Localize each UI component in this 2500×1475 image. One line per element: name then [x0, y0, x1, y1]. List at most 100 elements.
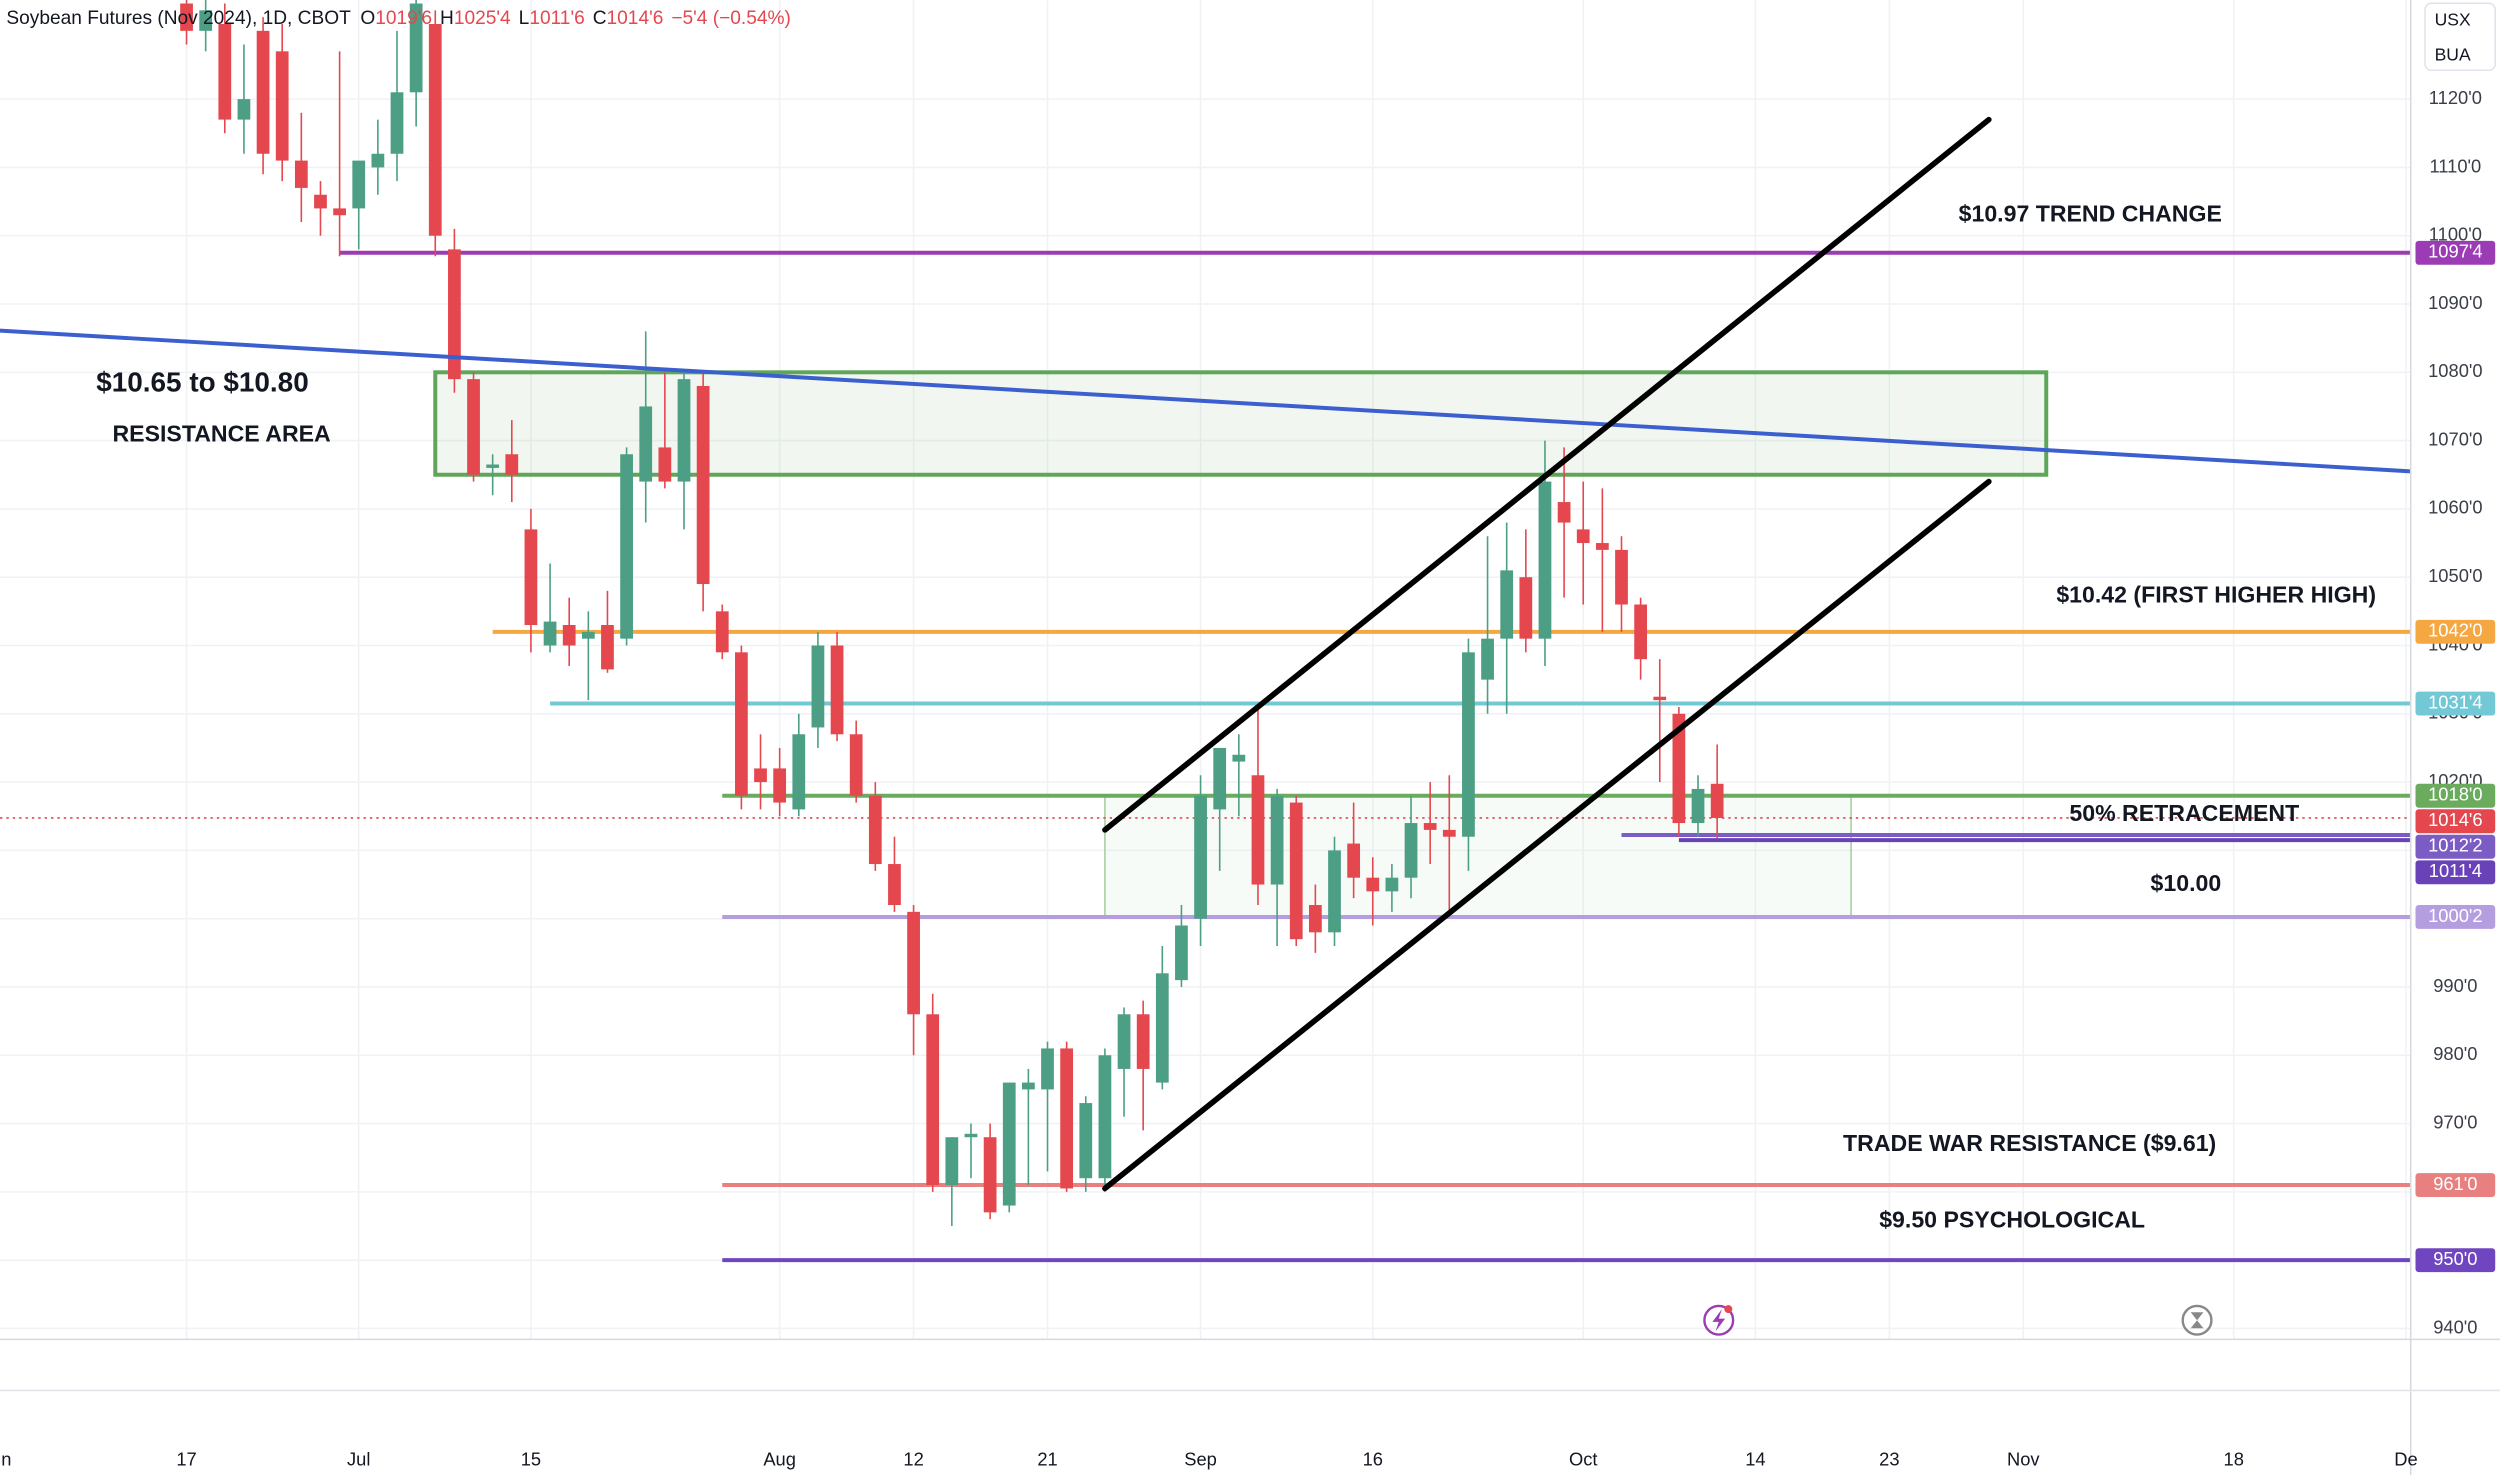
x-tick-label: 18 — [2224, 1448, 2244, 1469]
price-label: 1018'0 — [2428, 784, 2482, 805]
price-label: 1097'4 — [2428, 241, 2482, 262]
candle-body — [1385, 877, 1399, 892]
candle-body — [409, 3, 423, 93]
candle-body — [1213, 747, 1227, 810]
candle-body — [237, 99, 251, 120]
x-tick-label: 21 — [1037, 1448, 1057, 1469]
candle-body — [1462, 652, 1475, 837]
y-tick-label: 1120'0 — [2429, 87, 2482, 108]
candle-body — [1500, 570, 1514, 639]
candle-body — [1136, 1014, 1150, 1069]
x-tick-label: Sep — [1184, 1448, 1217, 1469]
candle-body — [1308, 905, 1322, 933]
candle-body — [639, 406, 653, 482]
x-tick-label: 23 — [1879, 1448, 1899, 1469]
event-icon-bolt — [1712, 1309, 1726, 1332]
candle-body — [1595, 543, 1609, 550]
session-icon[interactable] — [2181, 1304, 2213, 1336]
ohlc-value: 1019'6 — [375, 8, 432, 29]
candle-body — [1060, 1048, 1074, 1189]
y-tick-label: 1080'0 — [2428, 360, 2482, 381]
candle-body — [1653, 696, 1667, 701]
candle-body — [1155, 973, 1169, 1083]
x-tick-label: 16 — [1363, 1448, 1383, 1469]
annotation: $10.00 — [2151, 870, 2222, 896]
price-label-bg — [2415, 834, 2496, 859]
candle-body — [1175, 925, 1188, 981]
candle-body — [754, 768, 767, 783]
price-label-bg — [2415, 783, 2496, 808]
candle-body — [1576, 529, 1590, 544]
level-layer — [0, 250, 2411, 1263]
chart-header: Soybean Futures (Nov 2024), 1D, CBOT O101… — [6, 8, 791, 29]
price-label: 1011'4 — [2429, 860, 2482, 881]
candle-body — [543, 621, 557, 646]
candle-body — [811, 645, 825, 728]
y-tick-label: 1110'0 — [2429, 155, 2481, 176]
annotation: $9.50 PSYCHOLOGICAL — [1879, 1207, 2145, 1233]
y-tick-label: 1070'0 — [2428, 428, 2482, 449]
trend-line — [0, 328, 2413, 474]
zone — [433, 370, 2049, 477]
candle-body — [333, 208, 346, 216]
candle-body — [371, 153, 385, 168]
x-tick-label: 14 — [1745, 1448, 1765, 1469]
ohlc-key: L — [519, 8, 530, 29]
annotation: TRADE WAR RESISTANCE ($9.61) — [1843, 1130, 2216, 1156]
candle-body — [314, 194, 327, 209]
candle-body — [1270, 795, 1284, 885]
currency-label: USX — [2435, 9, 2471, 29]
candle-body — [390, 92, 404, 154]
y-tick-label: 1050'0 — [2428, 565, 2482, 586]
candle-body — [677, 379, 691, 482]
ohlc-key: O — [360, 8, 375, 29]
candle-body — [1519, 577, 1533, 639]
candle-body — [524, 529, 538, 626]
candle-body — [1691, 788, 1705, 824]
candle-body — [199, 10, 213, 31]
price-label: 961'0 — [2433, 1173, 2477, 1194]
candle-body — [1672, 713, 1686, 824]
candle-body — [735, 652, 748, 796]
ohlc-value: 1025'4 — [454, 8, 511, 29]
price-label-bg — [2415, 1248, 2496, 1273]
candle-body — [1481, 638, 1494, 680]
x-tick-label: 15 — [521, 1448, 541, 1469]
axis-layer: 940'0950'0960'0970'0980'0990'01000'01010… — [1, 87, 2496, 1469]
candle-body — [1328, 850, 1341, 933]
trend-line — [1102, 478, 1992, 1192]
trendline-layer — [0, 116, 2413, 1192]
candle-body — [983, 1137, 997, 1213]
annotation: $10.65 to $10.80 — [96, 367, 308, 398]
candle-layer — [180, 0, 1724, 1227]
candle-body — [581, 631, 595, 639]
candle-body — [773, 768, 787, 803]
candle-body — [620, 454, 633, 639]
currency-box[interactable] — [2424, 2, 2497, 72]
candle-body — [1251, 775, 1265, 885]
change-value: −5'4 (−0.54%) — [671, 8, 791, 29]
candle-body — [1347, 843, 1361, 878]
event-icon[interactable] — [1703, 1304, 1735, 1336]
candle-body — [696, 385, 710, 585]
x-tick-label: 17 — [176, 1448, 196, 1469]
annotation-layer: $10.65 to $10.80 RESISTANCE AREA $10.97 TR… — [96, 200, 2376, 1232]
annotation: 50% RETRACEMENT — [2069, 800, 2299, 826]
annotation: $10.42 (FIRST HIGHER HIGH) — [2056, 582, 2376, 608]
y-tick-label: 1090'0 — [2428, 292, 2482, 313]
y-tick-label: 940'0 — [2433, 1316, 2477, 1337]
candle-body — [505, 454, 519, 475]
price-label-bg — [2415, 1173, 2496, 1197]
candle-body — [926, 1014, 940, 1186]
candle-body — [1117, 1014, 1131, 1069]
zone — [1104, 794, 1852, 918]
candle-body — [1423, 823, 1437, 830]
x-tick-label: n — [1, 1448, 11, 1469]
candle-body — [486, 464, 500, 468]
candle-body — [792, 734, 806, 810]
price-label: 1042'0 — [2428, 620, 2482, 641]
candle-body — [1615, 549, 1628, 605]
candle-body — [601, 625, 614, 670]
